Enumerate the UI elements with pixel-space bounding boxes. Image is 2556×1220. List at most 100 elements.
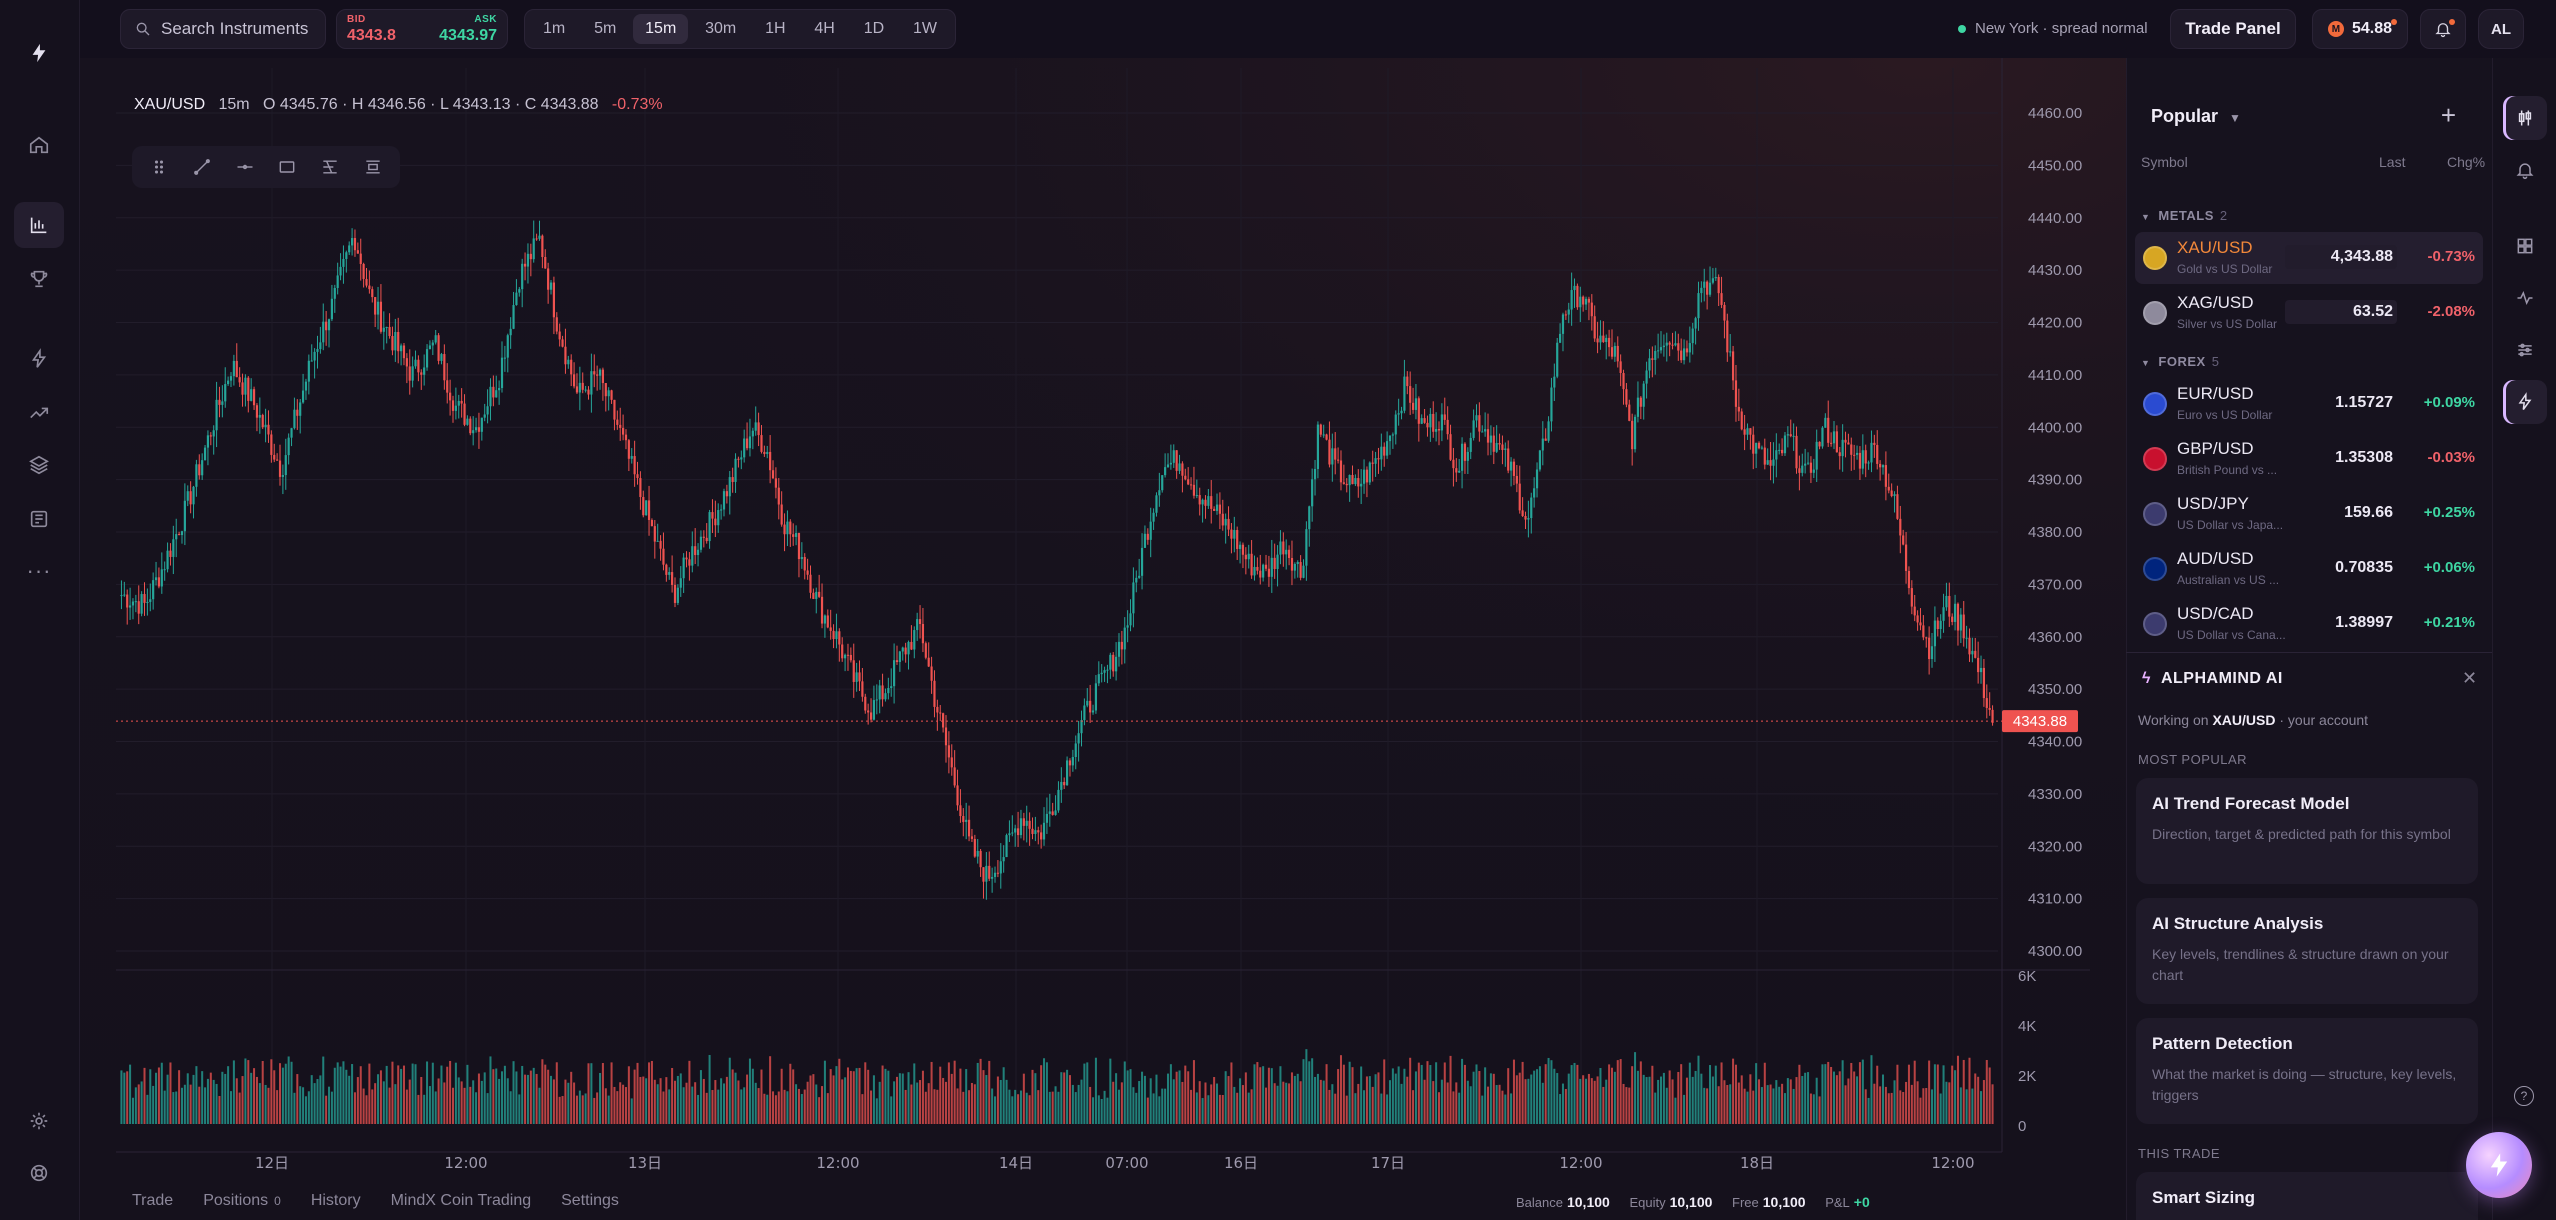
activity-icon[interactable]: [2503, 276, 2547, 320]
timeframe-1m[interactable]: 1m: [543, 20, 566, 37]
horizontal-line-icon[interactable]: [235, 157, 255, 177]
candle: [1273, 557, 1276, 570]
volume-bar: [472, 1080, 475, 1124]
layers-icon[interactable]: [14, 442, 64, 488]
volume-bar: [212, 1079, 215, 1124]
watchlist-row-xau-usd[interactable]: XAU/USD Gold vs US Dollar 4,343.88 -0.73%: [2135, 232, 2483, 284]
timeframe-1W[interactable]: 1W: [912, 20, 937, 37]
chart-area[interactable]: 4460.00 4450.00 4440.00 4430.00 4420.00 4410.…: [80, 58, 2126, 1220]
candle: [146, 601, 149, 603]
candles-group: [120, 220, 1994, 900]
trophy-icon[interactable]: [14, 256, 64, 302]
price-axis-label: 4370.00: [2028, 576, 2082, 593]
sliders-icon[interactable]: [2503, 328, 2547, 372]
more-icon[interactable]: ···: [26, 558, 52, 583]
tab-trade[interactable]: Trade: [132, 1192, 173, 1210]
trade-panel-button[interactable]: Trade Panel: [2170, 9, 2296, 49]
candle: [1948, 595, 1951, 617]
candle: [1974, 650, 1977, 658]
volume-bar: [552, 1079, 555, 1124]
watchlist-row-aud-usd[interactable]: AUD/USD Australian vs US ... 0.70835 +0.06%: [2135, 543, 2483, 595]
watchlist-row-usd-jpy[interactable]: USD/JPY US Dollar vs Japa... 159.66 +0.25%: [2135, 488, 2483, 540]
ai-card-pattern-detection[interactable]: Pattern Detection What the market is doi…: [2136, 1018, 2478, 1124]
candle: [1717, 276, 1720, 294]
timeframe-1D[interactable]: 1D: [863, 20, 885, 37]
logo-bolt-icon[interactable]: [14, 30, 64, 76]
close-icon[interactable]: ✕: [2462, 668, 2478, 688]
candle: [350, 238, 354, 246]
candle: [544, 257, 547, 269]
group-header-metals[interactable]: ▼ METALS 2: [2141, 208, 2228, 223]
candle: [469, 418, 472, 434]
settings-gear-icon[interactable]: [14, 1098, 64, 1144]
grid-layout-icon[interactable]: [2503, 224, 2547, 268]
coin-balance-button[interactable]: M 54.88: [2312, 9, 2408, 49]
rectangle-icon[interactable]: [277, 157, 297, 177]
alert-bell-icon[interactable]: [2503, 148, 2547, 192]
volume-bar: [201, 1071, 204, 1124]
ai-assistant-fab[interactable]: [2466, 1132, 2532, 1198]
trending-up-icon[interactable]: [14, 390, 64, 436]
gbp-usd-flag-icon: [2143, 447, 2167, 471]
news-icon[interactable]: [14, 496, 64, 542]
ai-card-smart-sizing[interactable]: Smart Sizing: [2136, 1172, 2478, 1220]
group-count: 5: [2211, 354, 2220, 369]
watchlist-row-usd-cad[interactable]: USD/CAD US Dollar vs Cana... 1.38997 +0.21%: [2135, 598, 2483, 650]
volume-bar: [1466, 1080, 1469, 1124]
support-icon[interactable]: [14, 1150, 64, 1196]
volume-bar: [722, 1083, 726, 1124]
candle: [1714, 276, 1717, 279]
timeframe-4H[interactable]: 4H: [814, 20, 835, 37]
ai-bolt-tool-icon[interactable]: [2503, 380, 2547, 424]
watchlist-row-xag-usd[interactable]: XAG/USD Silver vs US Dollar 63.52 -2.08%: [2135, 287, 2483, 339]
home-icon[interactable]: [14, 122, 64, 168]
tab-history[interactable]: History: [311, 1192, 361, 1210]
help-icon[interactable]: ?: [2514, 1086, 2534, 1106]
candles-tool-icon[interactable]: [2503, 96, 2547, 140]
bid-ask-box[interactable]: BID 4343.8 ASK 4343.97: [336, 9, 508, 49]
candle: [241, 382, 244, 395]
volume-bar: [697, 1094, 700, 1124]
candle: [722, 491, 726, 510]
trend-line-icon[interactable]: [192, 157, 212, 177]
fib-icon[interactable]: [320, 157, 340, 177]
bid-quote[interactable]: BID 4343.8: [347, 14, 396, 44]
top-bar: Search Instruments BID 4343.8 ASK 4343.9…: [80, 0, 2556, 58]
timeframe-1H[interactable]: 1H: [765, 20, 786, 37]
volume-bar: [1639, 1061, 1642, 1124]
candle: [1530, 497, 1533, 519]
measure-icon[interactable]: [363, 157, 383, 177]
drag-handle-icon[interactable]: [149, 157, 169, 177]
flash-icon[interactable]: [14, 336, 64, 382]
ai-card-structure-analysis[interactable]: AI Structure Analysis Key levels, trendl…: [2136, 898, 2478, 1004]
volume-bar: [861, 1094, 864, 1124]
last-price: 0.70835: [2335, 559, 2393, 576]
tab-positions[interactable]: Positions 0: [203, 1192, 281, 1210]
avatar[interactable]: AL: [2478, 9, 2524, 49]
candle: [861, 681, 864, 697]
ai-card-trend-forecast[interactable]: AI Trend Forecast Model Direction, targe…: [2136, 778, 2478, 884]
group-header-forex[interactable]: ▼ FOREX 5: [2141, 354, 2219, 369]
search-input[interactable]: Search Instruments: [120, 9, 326, 49]
candle: [720, 509, 723, 511]
volume-bar: [224, 1073, 227, 1124]
watchlist-selector[interactable]: Popular ▼: [2151, 106, 2241, 127]
notifications-button[interactable]: [2420, 9, 2466, 49]
chart-icon[interactable]: [14, 202, 64, 248]
tab-mindx-coin-trading[interactable]: MindX Coin Trading: [391, 1192, 532, 1210]
candle: [1556, 342, 1559, 377]
watchlist-row-eur-usd[interactable]: EUR/USD Euro vs US Dollar 1.15727 +0.09%: [2135, 378, 2483, 430]
ask-quote[interactable]: ASK 4343.97: [439, 14, 497, 44]
watchlist-row-gbp-usd[interactable]: GBP/USD British Pound vs ... 1.35308 -0.03%: [2135, 433, 2483, 485]
candle: [1804, 463, 1807, 466]
volume-bar: [509, 1091, 512, 1124]
timeframe-30m[interactable]: 30m: [705, 20, 737, 37]
timeframe-5m[interactable]: 5m: [594, 20, 617, 37]
price-chart[interactable]: 4460.004450.004440.004430.004420.004410.…: [80, 58, 2126, 1220]
tab-settings[interactable]: Settings: [561, 1192, 619, 1210]
add-symbol-button[interactable]: +: [2440, 100, 2456, 130]
volume-bar: [299, 1086, 302, 1124]
timeframe-15m[interactable]: 15m: [633, 14, 689, 44]
candle: [1933, 620, 1936, 647]
candle: [1599, 335, 1602, 343]
